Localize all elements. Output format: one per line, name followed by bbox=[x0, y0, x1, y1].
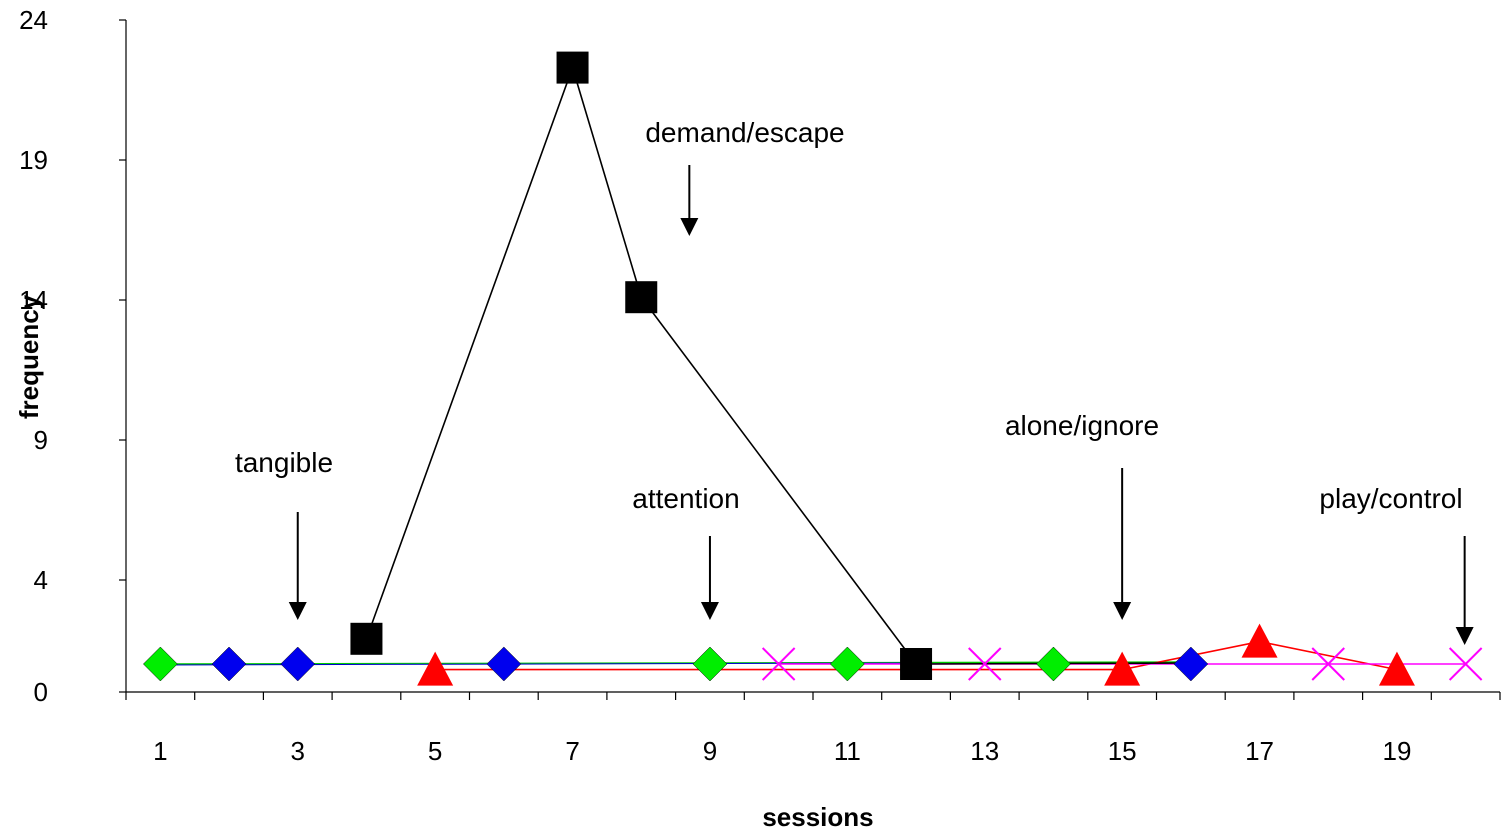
x-tick-label: 13 bbox=[970, 736, 999, 766]
markers bbox=[142, 51, 1483, 686]
y-tick-label: 24 bbox=[19, 5, 48, 35]
marker-diamond bbox=[280, 646, 316, 682]
annotation-label: play/control bbox=[1319, 483, 1462, 514]
x-tick-label: 7 bbox=[565, 736, 579, 766]
marker-triangle bbox=[1104, 651, 1141, 686]
marker-square bbox=[556, 51, 589, 84]
x-tick-label: 17 bbox=[1245, 736, 1274, 766]
marker-x-stroke bbox=[1311, 647, 1345, 681]
marker-triangle bbox=[417, 651, 454, 686]
marker-diamond bbox=[829, 646, 865, 682]
x-tick-label: 3 bbox=[291, 736, 305, 766]
marker-x-stroke bbox=[968, 647, 1002, 681]
annotation-arrow-head bbox=[288, 602, 307, 620]
annotation-label: demand/escape bbox=[645, 117, 844, 148]
y-tick-label: 19 bbox=[19, 145, 48, 175]
y-axis-title: frequency bbox=[14, 294, 44, 419]
x-tick-label: 9 bbox=[703, 736, 717, 766]
annotation-label: attention bbox=[632, 483, 739, 514]
marker-x bbox=[1448, 647, 1483, 681]
attention-guide-line bbox=[160, 661, 1191, 665]
y-tick-label: 4 bbox=[34, 565, 48, 595]
marker-square bbox=[350, 622, 383, 655]
marker-x-stroke bbox=[761, 647, 796, 681]
marker-x-stroke bbox=[1448, 647, 1483, 681]
marker-diamond bbox=[486, 646, 522, 682]
marker-x bbox=[968, 647, 1002, 681]
marker-square bbox=[900, 648, 933, 680]
marker-diamond bbox=[1173, 646, 1209, 682]
x-axis-title: sessions bbox=[762, 802, 873, 832]
y-tick-label: 0 bbox=[34, 677, 48, 707]
annotation-arrow-head bbox=[680, 218, 699, 236]
annotation-label: alone/ignore bbox=[1005, 410, 1159, 441]
x-tick-label: 1 bbox=[153, 736, 167, 766]
marker-x bbox=[761, 647, 796, 681]
marker-triangle bbox=[1378, 651, 1415, 686]
annotation-arrow-head bbox=[1113, 602, 1132, 620]
y-tick-label: 9 bbox=[34, 425, 48, 455]
annotation-arrow-head bbox=[700, 602, 719, 620]
marker-diamond bbox=[142, 646, 178, 682]
x-tick-label: 15 bbox=[1108, 736, 1137, 766]
marker-x bbox=[1311, 647, 1345, 681]
marker-diamond bbox=[1036, 646, 1071, 682]
annotations: tangible demand/escape attention alone/igno… bbox=[235, 117, 1474, 645]
annotation-arrow-head bbox=[1455, 627, 1474, 645]
annotation-label: tangible bbox=[235, 447, 333, 478]
marker-square bbox=[625, 281, 658, 314]
x-tick-label: 11 bbox=[834, 736, 861, 766]
y-tick-label: 14 bbox=[19, 285, 48, 315]
x-tick-label: 19 bbox=[1382, 736, 1411, 766]
marker-triangle bbox=[1241, 623, 1278, 658]
x-tick-label: 5 bbox=[428, 736, 442, 766]
series-lines bbox=[365, 65, 1466, 671]
marker-diamond bbox=[692, 646, 728, 682]
marker-diamond bbox=[211, 646, 247, 682]
series-line-1 bbox=[365, 65, 917, 665]
